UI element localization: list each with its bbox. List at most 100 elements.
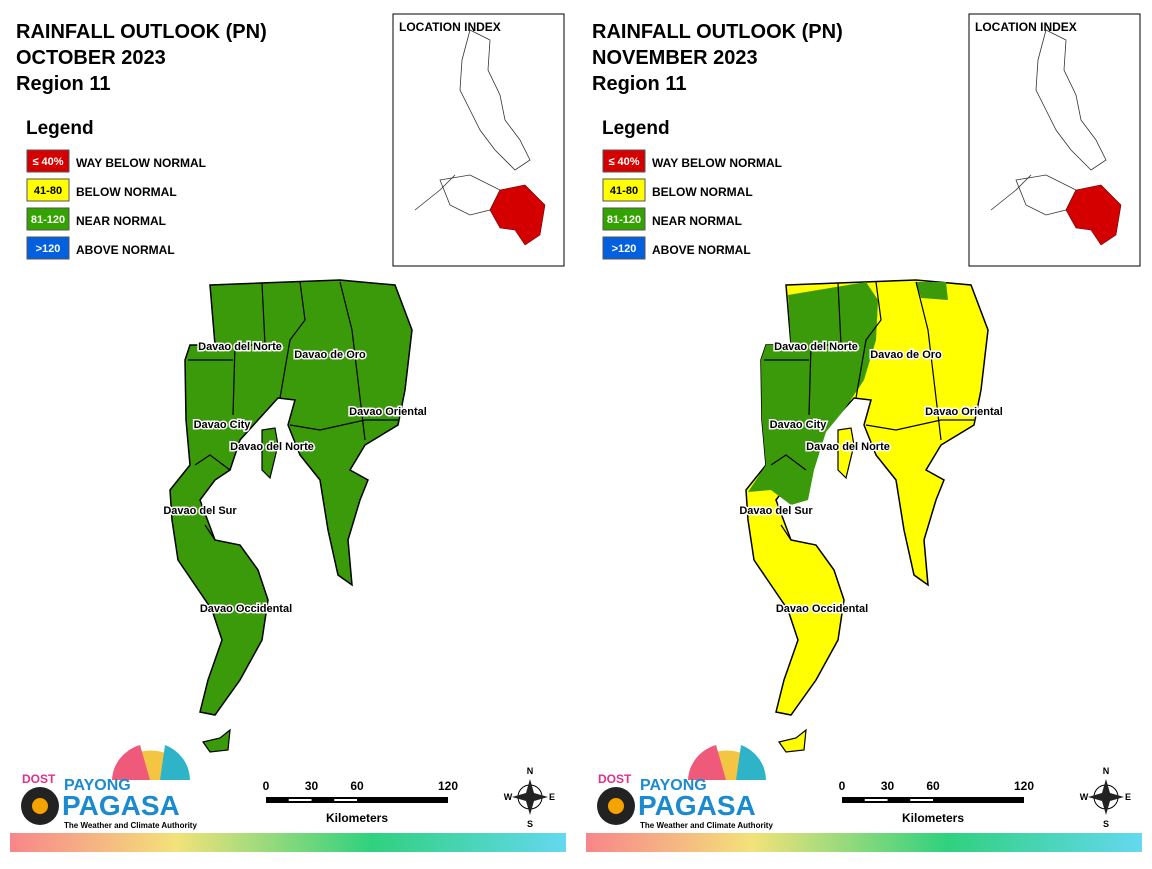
island [778,728,807,753]
scale-segment [910,799,933,801]
legend-range: 41-80 [34,185,62,197]
legend-swatch [26,236,70,260]
logo-line1: PAYONG [64,777,131,794]
title-line: NOVEMBER 2023 [592,47,758,69]
island [202,728,231,753]
legend-range: 81-120 [607,214,641,226]
legend-label: BELOW NORMAL [652,185,753,199]
legend-swatch [602,236,646,260]
province-border [915,281,942,441]
logo-emblem-center [608,798,624,814]
logo-umbrella-left [688,745,726,780]
province-label: Davao del Norte [774,341,858,353]
region-highlight [1065,184,1122,246]
logo-emblem-center [32,798,48,814]
legend-swatch [26,149,70,173]
scale-segment [288,799,312,801]
compass-label: N [527,766,534,776]
scale-tick: 60 [350,779,364,793]
compass-star [1088,779,1124,815]
compass-label: N [1103,766,1110,776]
province-border [855,281,882,399]
scale-unit: Kilometers [902,811,964,825]
province-label: Davao del Sur [163,505,237,517]
legend-label: WAY BELOW NORMAL [652,156,782,170]
legend-range: 41-80 [610,185,638,197]
color-band [10,833,566,852]
province-label: Davao Oriental [349,406,427,418]
title-line: Region 11 [16,73,110,95]
scale-tick: 120 [438,779,458,793]
province-border [808,282,842,416]
island [261,427,279,480]
panel: RAINFALL OUTLOOK (PN) NOVEMBER 2023 Region… [586,13,1142,852]
region-map [169,279,413,716]
province-border [204,524,216,541]
logo-line2: PAGASA [62,790,180,821]
compass-label: W [504,792,513,802]
logo-tagline: The Weather and Climate Authority [640,821,773,830]
province-label: Davao Oriental [925,406,1003,418]
scale-tick: 120 [1014,779,1034,793]
legend-range: 81-120 [31,214,65,226]
legend-title: Legend [26,118,94,139]
legend-label: ABOVE NORMAL [652,243,751,257]
scale-tick: 0 [839,779,846,793]
legend-swatch [26,207,70,231]
legend-range: ≤ 40% [32,156,63,168]
palawan-outline [414,174,456,211]
province-label: Davao City [194,419,252,431]
logo-umbrella-left [112,745,150,780]
panel: RAINFALL OUTLOOK (PN) OCTOBER 2023 Region … [10,13,566,852]
near-normal-area [916,282,948,300]
province-border [194,454,231,471]
title-line: RAINFALL OUTLOOK (PN) [592,21,843,43]
logo-line1: PAYONG [640,777,707,794]
legend-label: BELOW NORMAL [76,185,177,199]
legend-title: Legend [602,118,670,139]
location-index-title: LOCATION INDEX [975,20,1077,34]
scale-segment [864,799,888,801]
legend-range: >120 [36,243,61,255]
province-label: Davao del Sur [739,505,813,517]
compass-label: W [1080,792,1089,802]
province-label: Davao del Norte [806,441,890,453]
province-label: Davao City [770,419,828,431]
province-border [232,282,266,416]
island [837,427,855,480]
province-border [770,454,807,471]
logo-agency: DOST [598,772,632,786]
scale-tick: 30 [881,779,895,793]
province-border [865,419,974,431]
province-border [279,281,306,399]
province-label: Davao del Norte [230,441,314,453]
legend-label: WAY BELOW NORMAL [76,156,206,170]
logo-tagline: The Weather and Climate Authority [64,821,197,830]
scale-tick: 60 [926,779,940,793]
legend-swatch [602,149,646,173]
scale-unit: Kilometers [326,811,388,825]
palawan-outline [990,174,1032,211]
province-label: Davao Occidental [200,603,292,615]
country-outline [1035,29,1107,171]
legend-label: NEAR NORMAL [76,214,166,228]
logo-line2: PAGASA [638,790,756,821]
compass-star [512,779,548,815]
legend-label: ABOVE NORMAL [76,243,175,257]
country-outline [459,29,531,171]
scale-tick: 0 [263,779,270,793]
legend-swatch [26,178,70,202]
compass-label: S [527,819,533,829]
title-line: Region 11 [592,73,686,95]
province-border [289,419,398,431]
compass-label: S [1103,819,1109,829]
title-line: OCTOBER 2023 [16,47,166,69]
province-label: Davao del Norte [198,341,282,353]
province-label: Davao de Oro [870,349,942,361]
province-border [339,281,366,441]
logo-umbrella-right [736,745,766,780]
color-band [586,833,1142,852]
legend-swatch [602,178,646,202]
province-border [780,524,792,541]
